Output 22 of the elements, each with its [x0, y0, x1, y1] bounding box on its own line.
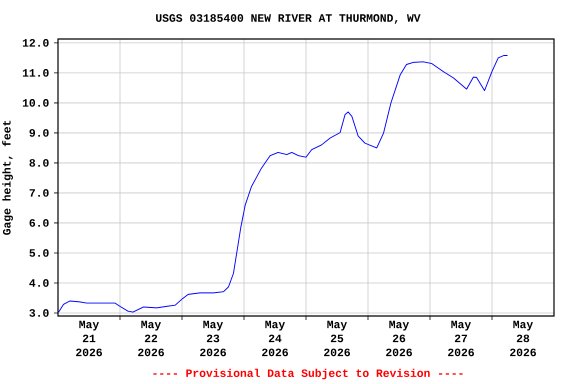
x-tick-label: May 28 2026: [510, 320, 536, 356]
text: ---- Provisional Data Subject to Revision ----: [153, 368, 463, 380]
x-tick-label: May 27 2026: [448, 320, 474, 356]
y-tick-label: 6.0: [30, 219, 49, 227]
x-tick-label: May 21 2026: [76, 320, 102, 356]
y-tick-label: 11.0: [22, 69, 49, 77]
x-tick-label: May 22 2026: [138, 320, 164, 356]
y-tick-label: 7.0: [30, 189, 49, 197]
y-tick-label: 8.0: [29, 159, 49, 167]
chart-title: USGS 03185400 NEW RIVER AT THURMOND, WV: [156, 14, 421, 24]
y-tick-label: 4.0: [29, 279, 49, 287]
y-tick-label: 12.0: [22, 39, 49, 47]
x-tick-label: May 26 2026: [386, 320, 412, 356]
y-tick-label: 5.0: [29, 249, 49, 257]
x-tick-label: May 24 2026: [262, 320, 288, 356]
x-tick-label: May 23 2026: [200, 320, 226, 356]
y-axis-title: Gage height, feet: [2, 120, 13, 235]
y-tick-label: 9.0: [30, 129, 49, 137]
y-tick-label: 3.0: [29, 309, 49, 317]
x-tick-label: May 25 2026: [324, 320, 350, 356]
line-series: [58, 55, 508, 313]
y-tick-label: 10.0: [22, 99, 49, 107]
